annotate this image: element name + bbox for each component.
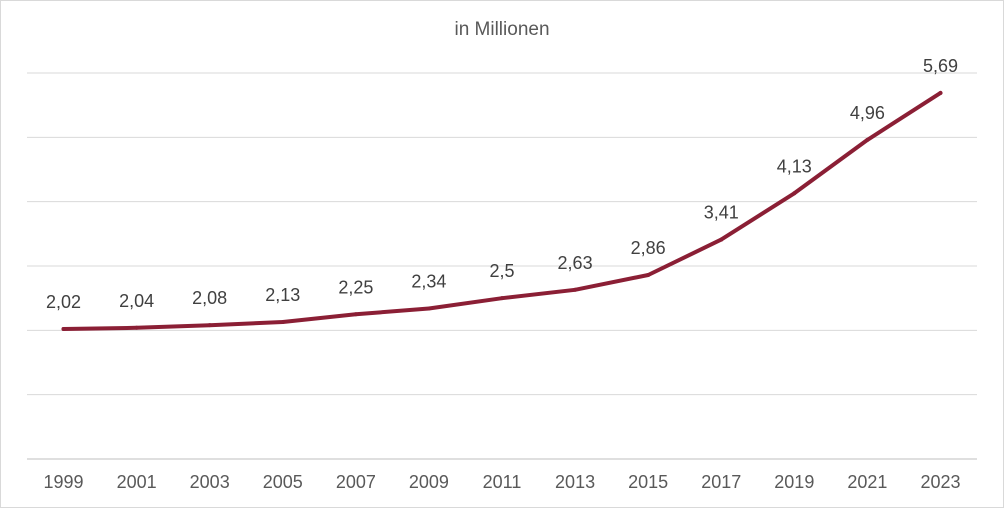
data-label: 2,5 — [489, 261, 514, 281]
data-label: 5,69 — [923, 56, 958, 76]
data-label: 2,25 — [338, 277, 373, 297]
x-tick-label: 2021 — [847, 472, 887, 492]
data-point — [865, 137, 870, 142]
data-point — [426, 306, 431, 311]
data-point — [280, 319, 285, 324]
data-point — [61, 327, 66, 332]
data-point — [573, 287, 578, 292]
data-label: 2,34 — [411, 271, 446, 291]
x-tick-label: 1999 — [44, 472, 84, 492]
data-point — [353, 312, 358, 317]
data-point — [207, 323, 212, 328]
data-label: 3,41 — [704, 203, 739, 223]
x-tick-label: 2011 — [483, 472, 522, 492]
x-tick-label: 2015 — [628, 472, 668, 492]
data-point — [646, 273, 651, 278]
data-point — [500, 296, 504, 301]
data-label: 2,04 — [119, 291, 154, 311]
data-point — [134, 325, 139, 330]
data-label: 2,63 — [558, 253, 593, 273]
data-point — [719, 237, 724, 242]
data-label: 2,13 — [265, 285, 300, 305]
x-tick-label: 2007 — [336, 472, 376, 492]
data-label: 2,02 — [46, 292, 81, 312]
data-label: 2,86 — [631, 238, 666, 258]
x-tick-label: 2017 — [701, 472, 741, 492]
x-tick-label: 2019 — [774, 472, 814, 492]
x-tick-label: 2023 — [920, 472, 960, 492]
x-tick-label: 2005 — [263, 472, 303, 492]
data-label: 2,08 — [192, 288, 227, 308]
x-tick-label: 2001 — [117, 472, 157, 492]
x-tick-label: 2003 — [190, 472, 230, 492]
data-label: 4,13 — [777, 156, 812, 176]
x-tick-label: 2009 — [409, 472, 449, 492]
data-label: 4,96 — [850, 103, 885, 123]
data-point — [938, 90, 943, 95]
data-point — [792, 191, 797, 196]
x-tick-label: 2013 — [555, 472, 595, 492]
chart-subtitle: in Millionen — [454, 19, 550, 40]
